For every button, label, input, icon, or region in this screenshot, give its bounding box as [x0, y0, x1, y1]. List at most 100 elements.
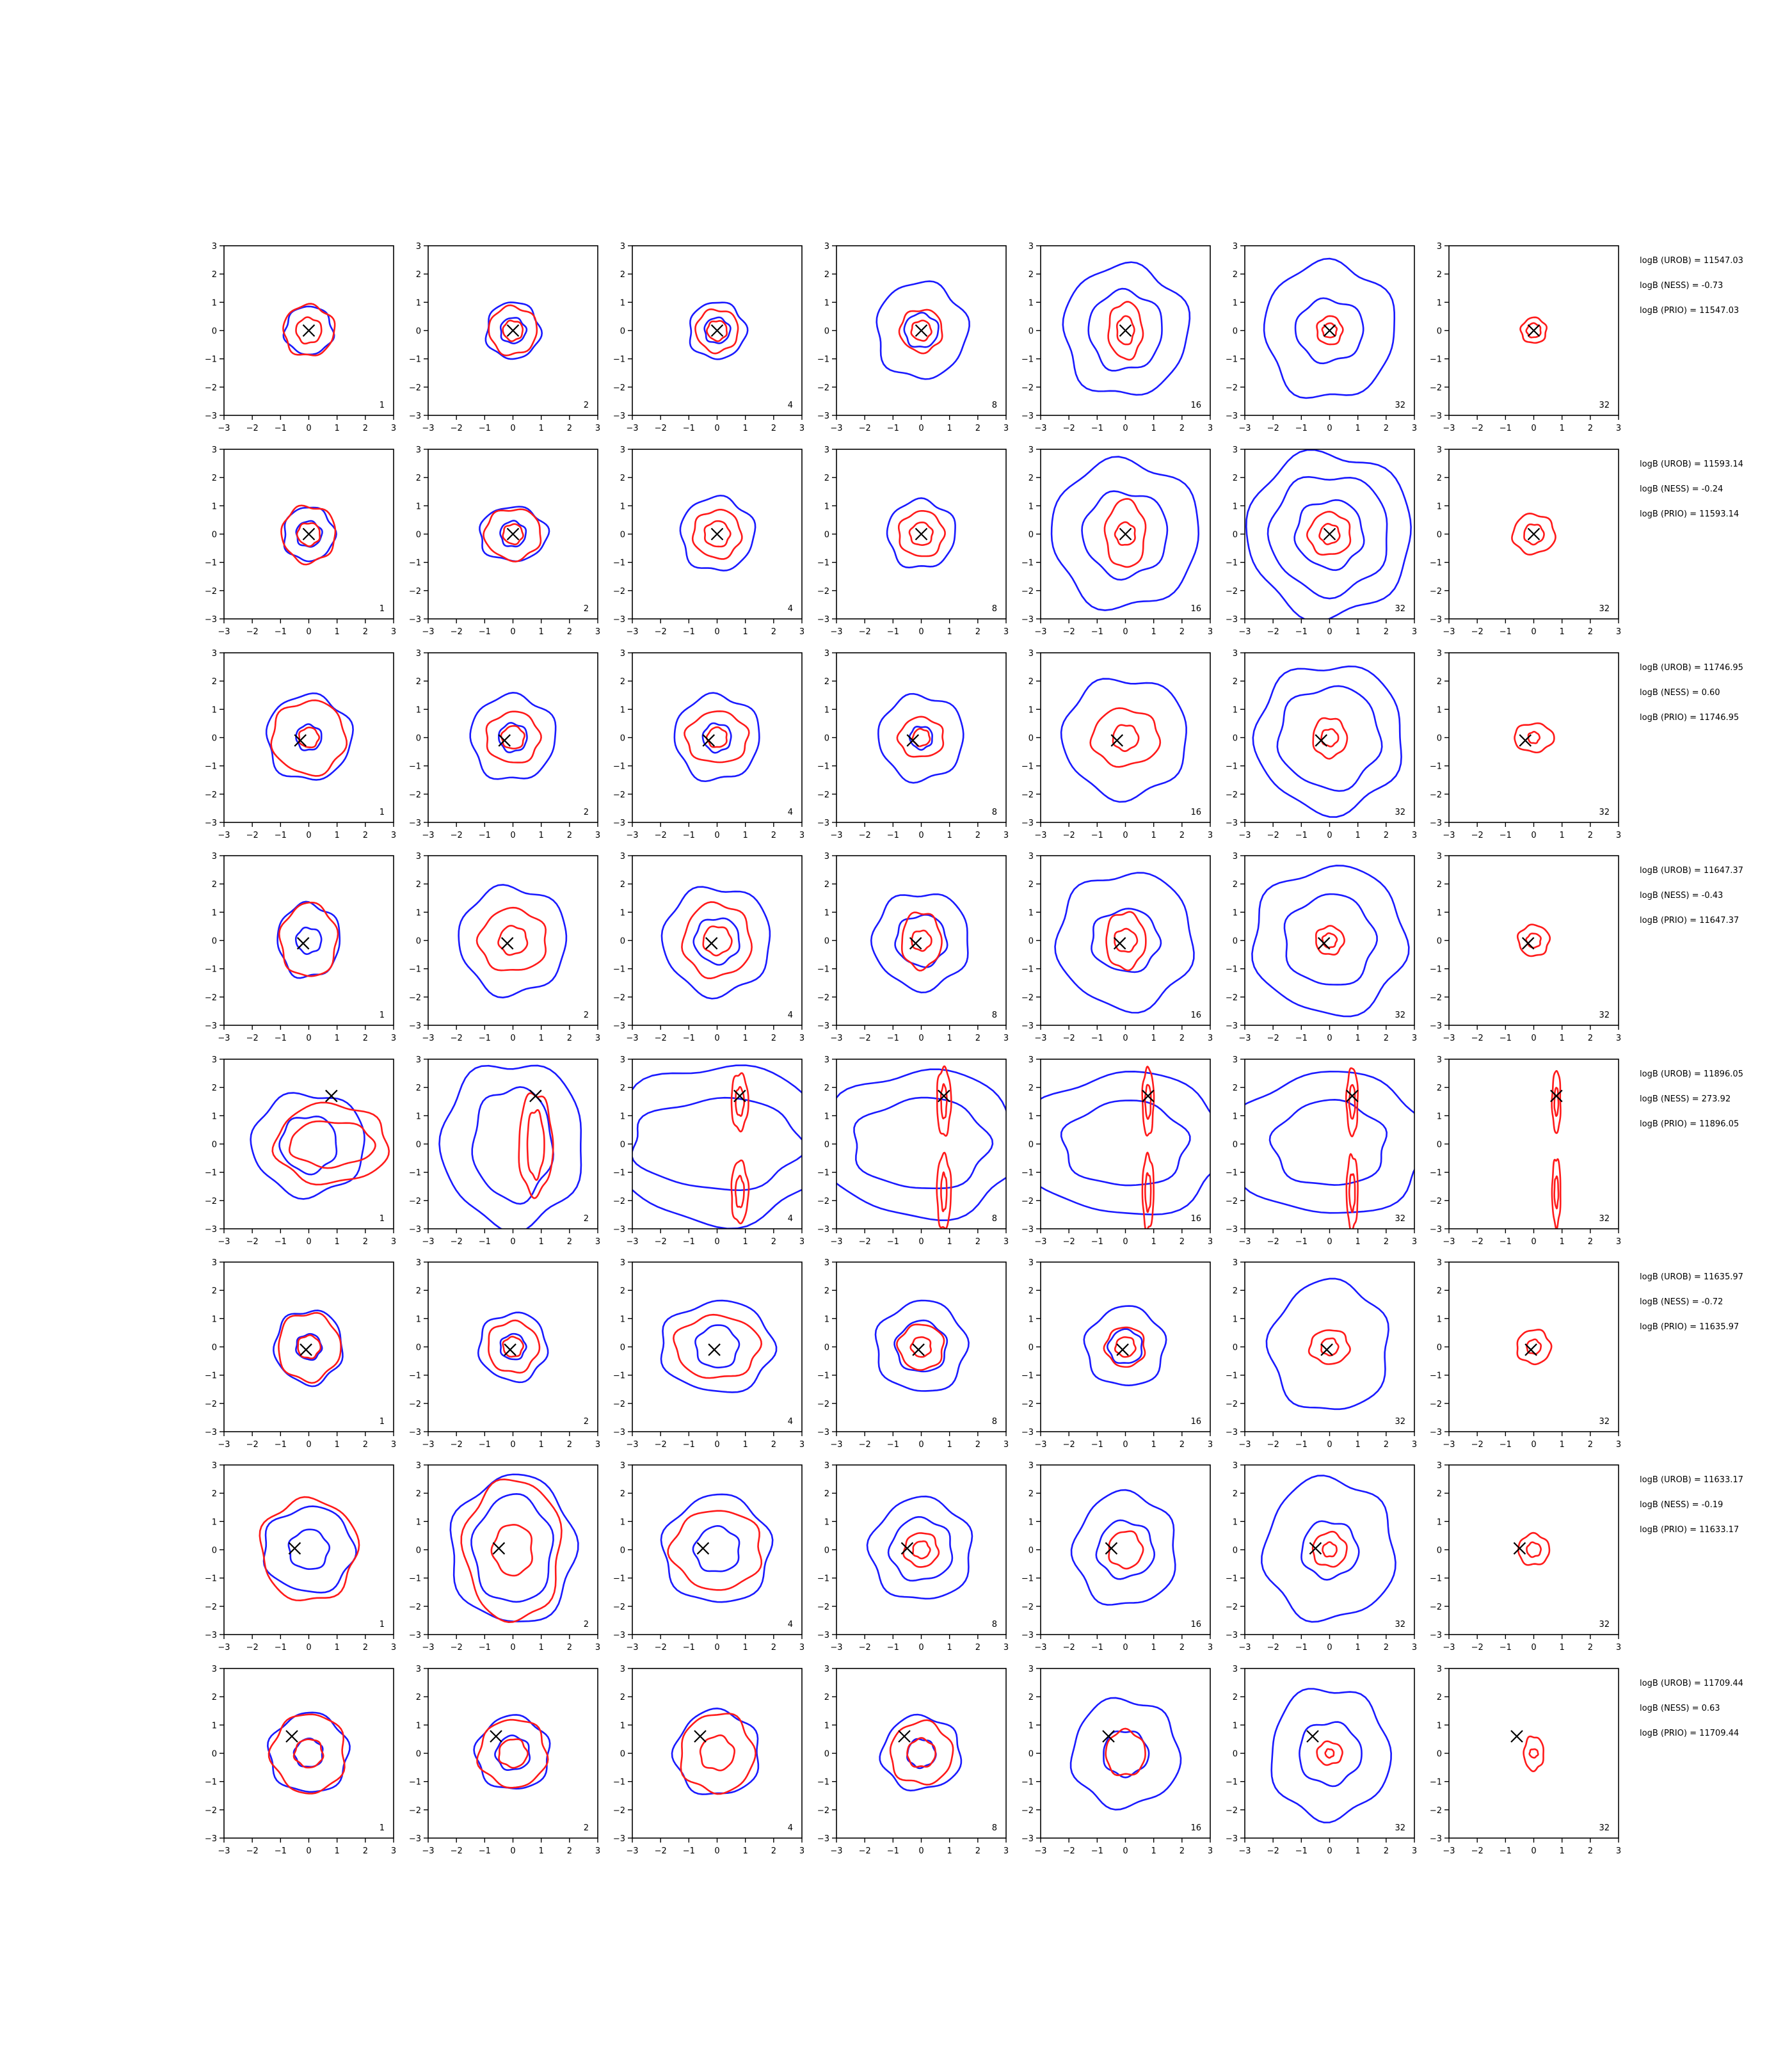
y-tick-label: 2: [1233, 1489, 1238, 1499]
y-tick-label: 2: [1028, 880, 1034, 890]
y-tick-label: −3: [205, 412, 217, 421]
y-tick-label: 3: [1028, 852, 1034, 861]
x-tick-label: −2: [859, 627, 871, 637]
panel-count-label: 8: [992, 1823, 997, 1833]
red-contour: [1324, 1748, 1335, 1759]
x-tick-label: 1: [1560, 1846, 1565, 1856]
x-tick-label: 1: [743, 1034, 748, 1043]
red-contour: [1089, 707, 1162, 768]
panel-count-label: 32: [1599, 1823, 1610, 1833]
blue-contour: [262, 1505, 357, 1594]
red-contour: [1315, 925, 1345, 956]
x-tick-label: −2: [655, 1440, 667, 1450]
x-tick-label: 0: [1327, 1440, 1332, 1450]
y-tick-label: 1: [1233, 908, 1238, 918]
y-tick-label: 0: [1233, 327, 1238, 337]
logB-annotation: logB (UROB) = 11647.37: [1640, 866, 1743, 876]
y-tick-label: 2: [824, 1693, 829, 1702]
true-value-marker: [1317, 937, 1331, 950]
x-tick-label: 2: [1588, 831, 1593, 840]
y-tick-label: 2: [1028, 474, 1034, 483]
red-contour: [518, 1092, 554, 1199]
x-tick-label: −1: [887, 1440, 899, 1450]
contour-layer: [1041, 1066, 1210, 1229]
blue-contour: [887, 1516, 954, 1582]
panel-count-label: 8: [992, 1417, 997, 1427]
x-tick-label: 1: [1151, 1643, 1156, 1652]
true-value-marker: [1346, 1089, 1359, 1103]
x-tick-label: −2: [1267, 1034, 1279, 1043]
y-tick-label: −3: [409, 1225, 421, 1235]
panel-count-label: 2: [584, 1620, 589, 1629]
y-tick-label: −2: [205, 383, 217, 393]
x-tick-label: −1: [683, 1034, 695, 1043]
y-tick-label: 2: [1233, 1084, 1238, 1093]
y-tick-label: −1: [205, 355, 217, 365]
x-tick-label: −3: [422, 1440, 434, 1450]
x-tick-label: −3: [830, 627, 842, 637]
x-tick-label: −3: [1238, 1034, 1251, 1043]
y-tick-label: 3: [1233, 242, 1238, 252]
y-tick-label: 3: [824, 852, 829, 861]
y-tick-label: 2: [824, 1084, 829, 1093]
row-2-logB-annotations: logB (UROB) = 11593.14 logB (NESS) = -0.2…: [1640, 460, 1743, 519]
x-tick-label: 2: [567, 627, 572, 637]
x-tick-label: −1: [683, 831, 695, 840]
red-contour: [485, 710, 542, 764]
contour-layer: [484, 301, 543, 360]
y-tick-label: −1: [409, 1574, 421, 1584]
y-tick-label: 2: [416, 1084, 421, 1093]
blue-contour: [273, 1309, 344, 1388]
red-contour: [498, 1738, 529, 1769]
y-tick-label: −3: [817, 1225, 829, 1235]
x-tick-label: −1: [683, 1643, 695, 1652]
x-tick-label: 2: [567, 1440, 572, 1450]
y-tick-label: −1: [205, 1169, 217, 1178]
y-tick-label: 0: [416, 937, 421, 947]
y-tick-label: 1: [416, 1315, 421, 1324]
y-tick-label: −2: [1430, 383, 1442, 393]
x-tick-label: 0: [1123, 1846, 1128, 1856]
y-tick-label: −2: [1226, 1603, 1238, 1612]
y-tick-label: 3: [416, 1258, 421, 1268]
y-tick-label: −3: [1226, 819, 1238, 828]
x-tick-label: 1: [1356, 1440, 1361, 1450]
y-tick-label: 1: [824, 705, 829, 715]
panel-r1-c4: −3 −2 −1 0 1 2 3 −3 −2 −1 0 1 2 3 8: [817, 242, 1009, 433]
y-tick-label: −1: [1226, 1372, 1238, 1381]
red-contour: [1525, 322, 1542, 339]
y-tick-label: 1: [620, 908, 625, 918]
panel-count-label: 8: [992, 1214, 997, 1224]
red-contour: [490, 1524, 533, 1577]
contour-layer: [1519, 316, 1548, 344]
y-tick-label: 2: [1437, 677, 1442, 687]
y-tick-label: −1: [1430, 1169, 1442, 1178]
y-tick-label: 0: [1233, 531, 1238, 540]
x-tick-label: 2: [1384, 1034, 1389, 1043]
x-tick-label: 0: [1327, 1643, 1332, 1652]
red-contour: [908, 521, 934, 546]
red-contour: [1308, 1329, 1351, 1365]
blue-contour: [458, 884, 568, 998]
x-tick-label: −2: [1471, 1846, 1484, 1856]
true-value-marker: [710, 527, 724, 541]
y-tick-label: −2: [409, 1806, 421, 1816]
x-tick-label: −3: [1443, 1846, 1455, 1856]
y-tick-label: 1: [620, 1517, 625, 1527]
red-contour: [730, 1072, 749, 1133]
x-tick-label: 2: [363, 1440, 368, 1450]
logB-annotation: logB (UROB) = 11633.17: [1640, 1475, 1743, 1485]
x-tick-label: 3: [1412, 831, 1417, 840]
y-tick-label: −1: [817, 1574, 829, 1584]
y-tick-label: 0: [1437, 1546, 1442, 1556]
x-tick-label: 0: [714, 627, 719, 637]
panel-r3-c3: −3 −2 −1 0 1 2 3 −3 −2 −1 0 1 2 3 4: [613, 649, 804, 840]
x-tick-label: −3: [1238, 831, 1251, 840]
x-tick-label: −1: [275, 1237, 287, 1247]
x-tick-label: −3: [626, 1846, 638, 1856]
x-tick-label: 0: [1327, 1034, 1332, 1043]
y-tick-label: 2: [620, 474, 625, 483]
x-tick-label: −1: [479, 1237, 491, 1247]
x-tick-label: 0: [714, 1034, 719, 1043]
panel-r1-c1: −3 −2 −1 0 1 2 3 −3 −2 −1 0 1 2 3 1: [205, 242, 396, 433]
